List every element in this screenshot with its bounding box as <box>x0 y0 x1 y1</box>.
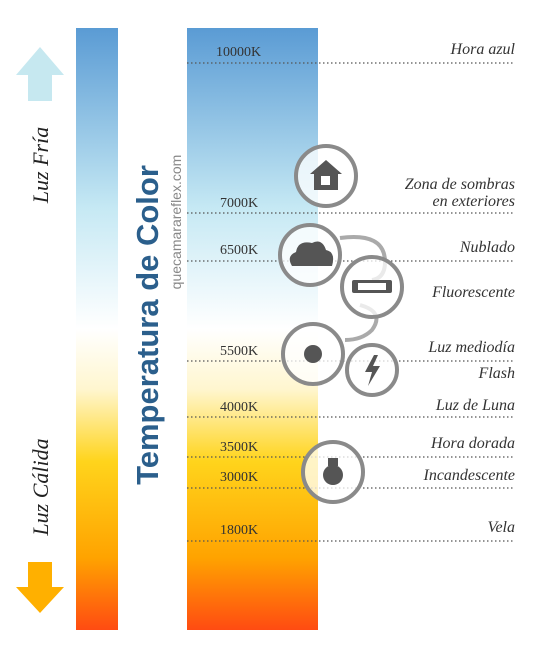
level-label: Luz mediodía <box>427 339 515 356</box>
level-label: Luz de Luna <box>435 397 515 414</box>
title: Temperatura de Color <box>130 165 165 485</box>
levels: 10000K Hora azul 7000K Zona de sombras e… <box>187 41 516 542</box>
kelvin: 4000K <box>220 400 258 415</box>
kelvin: 3500K <box>220 440 258 455</box>
level-label: Hora dorada <box>430 435 515 452</box>
level-label: Nublado <box>459 239 515 256</box>
cloud <box>289 241 334 266</box>
warm-arrow <box>16 562 64 613</box>
kelvin: 6500K <box>220 243 258 258</box>
level-label: Zona de sombras <box>405 176 515 193</box>
bolt <box>365 355 380 386</box>
level-label: Flash <box>478 365 515 382</box>
sun <box>304 345 322 363</box>
level-label: en exteriores <box>433 193 515 210</box>
gradient-bar <box>76 28 118 630</box>
bulb <box>323 465 343 485</box>
level-label: Incandescente <box>422 467 515 484</box>
level-label: Fluorescente <box>431 284 515 301</box>
tube-light <box>358 283 386 290</box>
watermark: quecamarareflex.com <box>168 155 184 290</box>
level-label: Hora azul <box>450 41 516 58</box>
warm-label: Luz Cálida <box>28 438 53 536</box>
house <box>310 160 342 190</box>
kelvin: 5500K <box>220 344 258 359</box>
icons <box>278 144 404 504</box>
kelvin: 10000K <box>216 45 261 60</box>
kelvin: 3000K <box>220 470 258 485</box>
kelvin: 1800K <box>220 523 258 538</box>
bulb-base <box>328 458 338 466</box>
level-label: Vela <box>487 519 515 536</box>
cold-arrow <box>16 47 64 101</box>
cold-label: Luz Fría <box>28 127 53 204</box>
house-window <box>321 176 330 185</box>
kelvin: 7000K <box>220 196 258 211</box>
